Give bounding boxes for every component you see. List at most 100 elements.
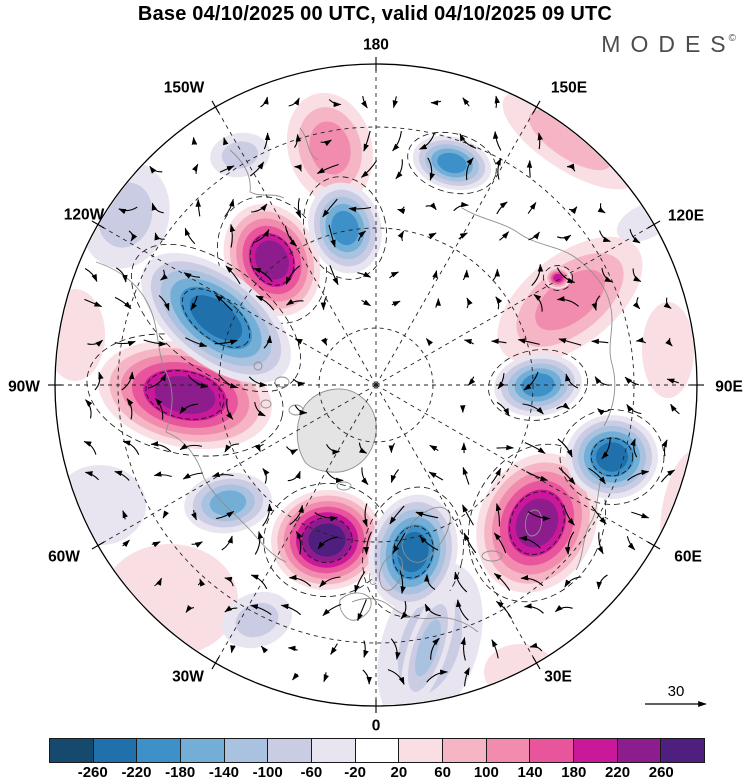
wind-arrow: [280, 603, 302, 616]
wind-arrow: [362, 503, 368, 528]
colorbar-cell: [573, 739, 617, 762]
wind-arrow: [460, 636, 466, 661]
wind-arrow: [527, 511, 551, 522]
wind-arrow: [197, 578, 206, 587]
wind-arrow: [326, 444, 341, 455]
wind-arrow: [260, 96, 269, 108]
colorbar-cell: [92, 739, 137, 762]
wind-arrow: [493, 572, 511, 591]
wind-arrow: [537, 132, 543, 150]
wind-arrow: [626, 404, 642, 415]
wind-arrow: [630, 438, 638, 458]
boundary-ticks: [48, 57, 704, 713]
wind-arrow: [497, 373, 505, 390]
wind-arrow: [495, 157, 502, 180]
colorbar-tick-label: 60: [434, 764, 451, 781]
wind-arrow: [520, 574, 544, 587]
wind-arrow: [597, 408, 611, 416]
british-isles: [369, 554, 403, 591]
wind-arrow: [250, 574, 268, 590]
wind-arrow: [360, 96, 368, 109]
meridian-line: [97, 384, 377, 546]
modes-logo: MODES©: [601, 31, 736, 58]
colorbar-tick-label: -140: [208, 764, 239, 781]
wind-arrow: [493, 532, 507, 554]
wind-arrow: [128, 230, 138, 242]
wind-arrow: [262, 468, 270, 484]
colorbar-cell: [136, 739, 181, 762]
latitude-circle: [318, 327, 434, 443]
wind-arrow: [286, 298, 304, 306]
colorbar-tick-label: 100: [473, 764, 499, 781]
colorbar-tick-label: -180: [165, 764, 196, 781]
wind-arrow: [423, 573, 436, 590]
wind-arrow: [317, 536, 338, 550]
wind-arrow: [84, 268, 98, 283]
graticule: [55, 64, 697, 706]
colorbar-tick-label: -100: [252, 764, 283, 781]
wind-arrow: [221, 535, 233, 551]
positive-anomaly: [263, 483, 391, 597]
wind-arrow: [526, 160, 533, 178]
negative-anomaly: [407, 131, 497, 195]
positive-anomaly: [642, 302, 694, 398]
wind-arrow: [215, 294, 233, 312]
page-title: Base 04/10/2025 00 UTC, valid 04/10/2025…: [137, 3, 613, 25]
wind-arrow: [533, 293, 543, 312]
meridian-label-90E: 90E: [715, 379, 743, 396]
wind-arrow: [122, 440, 140, 455]
wind-arrow: [211, 471, 234, 477]
wind-arrow: [517, 338, 540, 345]
meridian-label-30E: 30E: [544, 669, 572, 686]
wind-arrow: [591, 295, 601, 311]
meridian-line: [375, 384, 655, 546]
positive-anomaly: [660, 451, 696, 559]
wind-arrow: [665, 337, 673, 347]
wind-arrow: [192, 163, 199, 174]
wind-arrow: [295, 531, 303, 555]
wind-arrow: [588, 467, 606, 485]
colorbar-cell: [180, 739, 224, 762]
wind-arrow: [319, 576, 341, 588]
modes-logo-text: MODES: [601, 31, 736, 57]
wind-arrow: [149, 165, 163, 174]
wind-arrow: [320, 139, 332, 147]
wind-arrow: [179, 403, 199, 415]
mediterranean-coast: [351, 598, 479, 633]
meridian-label-0: 0: [372, 718, 381, 735]
wind-arrow: [490, 467, 502, 484]
wind-arrow: [223, 137, 229, 146]
wind-arrow: [253, 267, 273, 283]
meridian-label-150W: 150W: [164, 80, 205, 97]
wind-arrow: [260, 645, 269, 654]
negative-anomaly: [210, 132, 270, 178]
wind-arrow: [263, 335, 273, 349]
wind-arrow: [599, 230, 611, 243]
wind-arrow: [224, 576, 234, 587]
latitude-circle: [218, 227, 534, 543]
caspian-sea: [524, 509, 542, 537]
wind-arrow: [526, 471, 549, 481]
colorbar-cell: [223, 739, 268, 762]
wind-arrow: [395, 159, 403, 180]
wind-arrow: [361, 467, 369, 486]
colorbar: [49, 738, 705, 763]
meridian-line: [375, 106, 537, 386]
wind-arrow: [285, 265, 301, 285]
wind-arrow: [392, 532, 406, 554]
wind-arrow: [467, 376, 476, 386]
wind-arrow: [660, 469, 676, 483]
wind-arrow: [286, 446, 298, 456]
wind-arrow: [424, 603, 441, 617]
wind-arrow: [390, 638, 401, 660]
wind-arrow: [557, 234, 572, 242]
arctic-island: [253, 361, 263, 371]
meridian-labels: 180 150E 120E 90E 60E 30E 0 30W 60W 90W 120W 150W: [8, 37, 743, 735]
wind-arrow: [292, 378, 306, 387]
wind-arrow: [147, 373, 167, 389]
contour-fills: [56, 90, 696, 705]
wind-arrow: [462, 269, 470, 281]
wind-arrow: [453, 571, 468, 593]
wind-arrow: [185, 337, 208, 348]
wind-arrow: [554, 604, 573, 613]
